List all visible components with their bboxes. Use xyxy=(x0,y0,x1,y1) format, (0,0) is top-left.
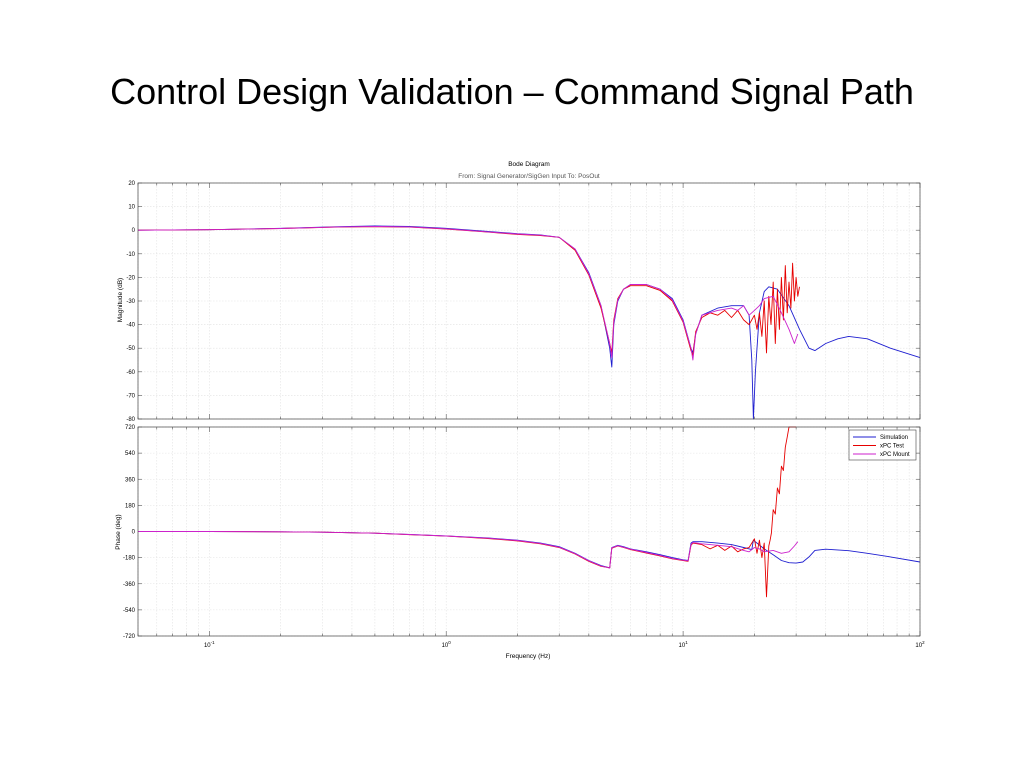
legend-label: xPC Mount xyxy=(880,452,910,458)
mag-ytick-label: -10 xyxy=(126,252,135,258)
legend-label: xPC Test xyxy=(880,444,904,450)
magnitude-plot: 20 10 0 -10 -20 -30 -40 -50 -60 -70 -80 xyxy=(126,181,921,423)
chart-title: Bode Diagram xyxy=(508,161,550,168)
phase-plot-frame xyxy=(137,426,921,637)
chart-subtitle: From: Signal Generator/SigGen Input To: … xyxy=(458,173,600,180)
xtick-label: 101 xyxy=(679,640,689,649)
phase-ytick-label: 540 xyxy=(125,451,136,457)
phase-ylabel: Phase (deg) xyxy=(115,514,122,549)
phase-ytick-label: -360 xyxy=(123,582,136,588)
phase-ytick-label: -180 xyxy=(123,556,136,562)
xtick-label: 102 xyxy=(915,640,925,649)
legend-box xyxy=(848,429,917,461)
mag-ytick-label: -20 xyxy=(126,275,135,281)
xtick-label: 100 xyxy=(442,640,452,649)
mag-ytick-label: 20 xyxy=(128,181,135,187)
phase-ytick-label: 0 xyxy=(132,530,136,536)
mag-plot-frame xyxy=(137,182,921,420)
phase-ytick-label: 360 xyxy=(125,477,136,483)
xtick-label: 10-1 xyxy=(204,640,215,649)
mag-ytick-label: -40 xyxy=(126,323,135,329)
magnitude-ylabel: Magnitude (dB) xyxy=(117,278,124,322)
phase-ytick-label: 180 xyxy=(125,503,136,509)
phase-ytick-label: 720 xyxy=(125,425,136,431)
phase-series-xpc-mount xyxy=(138,531,799,569)
phase-ytick-label: -720 xyxy=(123,634,136,640)
mag-ytick-label: -30 xyxy=(126,299,135,305)
legend: Simulation xPC Test xPC Mount xyxy=(848,429,917,461)
legend-label: Simulation xyxy=(880,435,908,441)
mag-series-xpc-mount xyxy=(137,225,799,361)
mag-ytick-label: 10 xyxy=(128,205,135,211)
slide-title: Control Design Validation – Command Sign… xyxy=(110,71,914,112)
frequency-xlabel: Frequency (Hz) xyxy=(506,653,551,660)
mag-ytick-label: -70 xyxy=(126,393,135,399)
mag-ytick-label: -50 xyxy=(126,346,135,352)
mag-ytick-label: -60 xyxy=(126,370,135,376)
mag-ytick-label: 0 xyxy=(132,228,136,234)
phase-plot: 720 540 360 180 0 -180 -360 -540 -720 10-1 100 101 1… xyxy=(123,425,925,649)
mag-ytick-label: -80 xyxy=(126,417,135,423)
phase-ytick-label: -540 xyxy=(123,608,136,614)
